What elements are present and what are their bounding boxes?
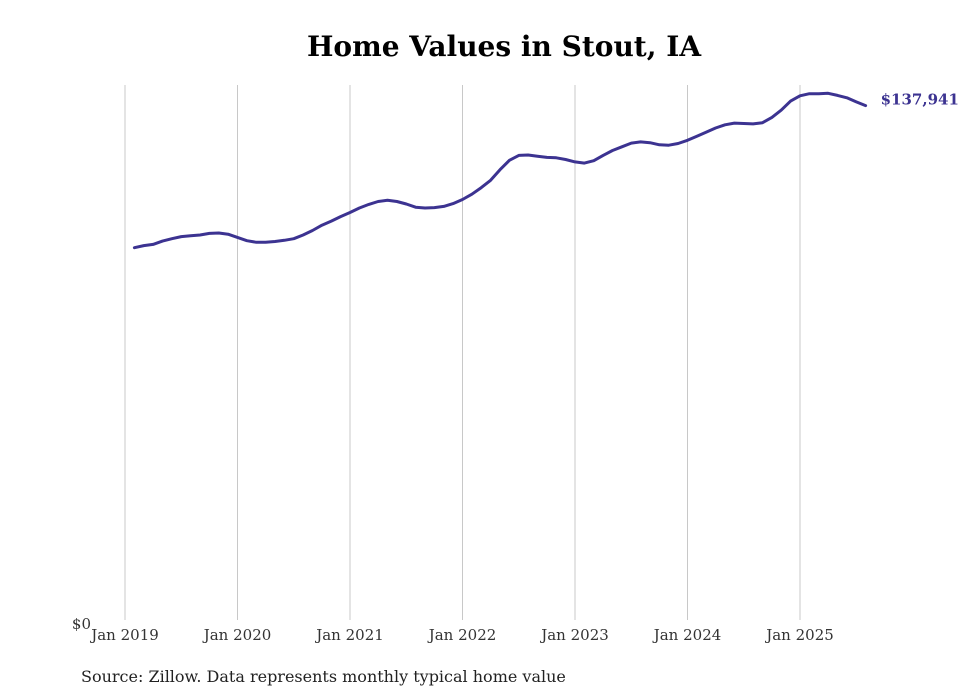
x-axis: Jan 2019 Jan 2020 Jan 2021 Jan 2022 Jan 2023… <box>89 626 834 644</box>
source-note: Source: Zillow. Data represents monthly … <box>81 667 566 686</box>
x-tick-label: Jan 2021 <box>314 626 384 644</box>
y-axis: $0 <box>72 615 91 633</box>
x-tick-label: Jan 2020 <box>202 626 272 644</box>
line-chart: $0 Jan 2019 Jan 2020 Jan 2021 Jan 2022 Jan 2… <box>72 85 959 644</box>
y-tick-label: $0 <box>72 615 91 633</box>
x-tick-label: Jan 2024 <box>652 626 722 644</box>
home-value-line <box>132 91 868 250</box>
chart-title: Home Values in Stout, IA <box>306 30 702 63</box>
x-tick-label: Jan 2022 <box>427 626 497 644</box>
x-tick-label: Jan 2019 <box>89 626 159 644</box>
x-tick-label: Jan 2023 <box>539 626 609 644</box>
gridlines <box>124 85 801 620</box>
x-tick-label: Jan 2025 <box>764 626 834 644</box>
latest-value-label: $137,941 <box>881 91 959 109</box>
